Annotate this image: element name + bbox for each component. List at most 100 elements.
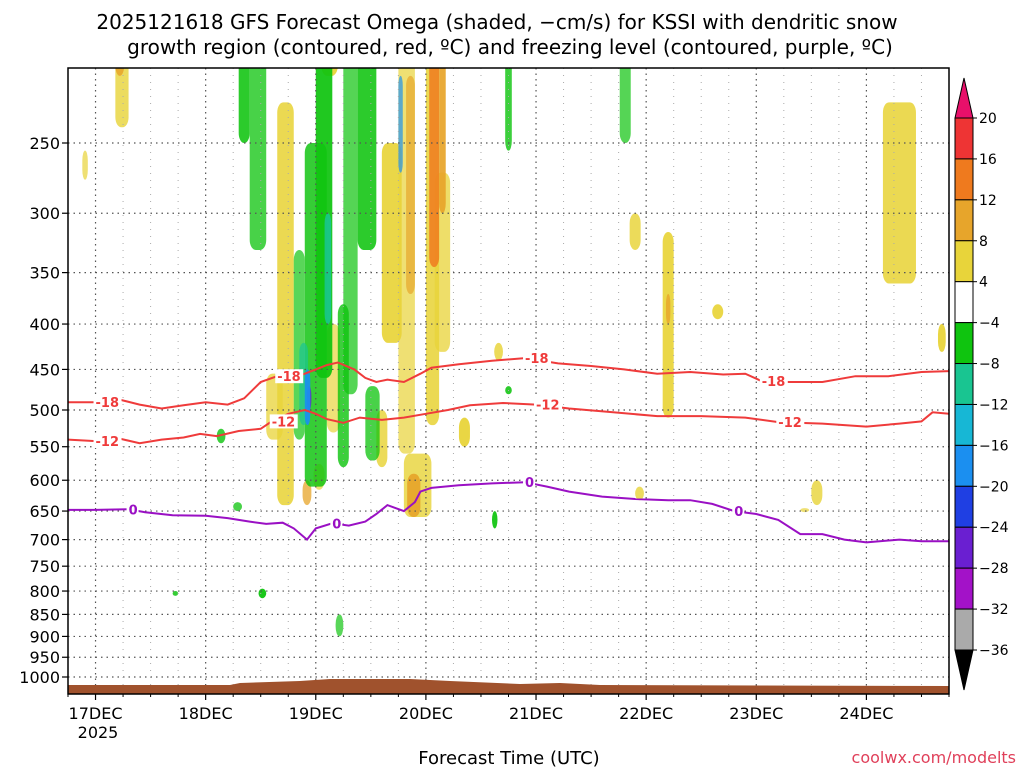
colorbar-top-triangle xyxy=(954,77,974,119)
colorbar-box xyxy=(954,403,974,446)
omega-blob xyxy=(357,68,377,250)
x-tick-label: 23DEC xyxy=(729,704,783,723)
contour-label: -12 xyxy=(778,416,802,431)
omega-blob xyxy=(635,486,644,501)
omega-blob xyxy=(494,342,503,361)
omega-blob xyxy=(398,75,403,173)
contour-line xyxy=(68,481,949,544)
contour-line xyxy=(68,401,949,445)
colorbar-box xyxy=(954,363,974,405)
colorbar: 20 16 12 8 4 −4 −8 −12 −16 −20 −24 −28 −32 −36 xyxy=(954,77,1009,691)
contour-label: -18 xyxy=(762,375,786,390)
y-tick-label: 700 xyxy=(29,531,60,550)
colorbar-label: −16 xyxy=(979,438,1009,454)
contour-label: -12 xyxy=(96,435,120,450)
colorbar-box xyxy=(954,240,974,283)
omega-blob xyxy=(365,386,380,461)
contour-label: -18 xyxy=(277,370,301,385)
contour-label-bg xyxy=(330,516,343,531)
chart-title-line1: 2025121618 GFS Forecast Omega (shaded, −… xyxy=(96,10,897,34)
omega-blob xyxy=(324,213,332,325)
y-tick-label: 600 xyxy=(29,471,60,490)
omega-blob xyxy=(115,68,125,76)
contour-label-bg xyxy=(776,415,805,430)
colorbar-box xyxy=(954,608,974,651)
omega-blob xyxy=(937,324,946,352)
y-tick-label: 400 xyxy=(29,315,60,334)
colorbar-box xyxy=(954,199,974,242)
y-tick-label: 300 xyxy=(29,204,60,223)
x-axis-label: Forecast Time (UTC) xyxy=(418,748,599,768)
contour-label-bg xyxy=(732,504,745,519)
contour-label-bg xyxy=(93,434,122,449)
omega-blob xyxy=(800,508,810,513)
omega-blob xyxy=(258,588,267,599)
y-tick-label: 750 xyxy=(29,557,60,576)
omega-blob xyxy=(82,150,88,180)
colorbar-label: −8 xyxy=(979,357,1000,373)
y-tick-label: 250 xyxy=(29,134,60,153)
omega-blob xyxy=(458,417,470,447)
contour-label-bg xyxy=(275,369,304,384)
omega-shading xyxy=(82,68,946,637)
omega-blob xyxy=(712,304,724,320)
omega-blob xyxy=(882,102,916,284)
contour-label: -18 xyxy=(525,352,549,367)
colorbar-label: −32 xyxy=(979,602,1009,618)
omega-blob xyxy=(662,232,674,418)
omega-blob xyxy=(249,68,267,250)
colorbar-bottom-triangle xyxy=(954,649,974,691)
colorbar-label: −36 xyxy=(979,643,1009,659)
contour-label: 0 xyxy=(734,505,743,520)
contour-label: 0 xyxy=(129,503,138,518)
x-tick-label: 17DEC xyxy=(69,704,123,723)
contour-label-bg xyxy=(523,351,552,366)
x-tick-label: 22DEC xyxy=(619,704,673,723)
colorbar-label: 12 xyxy=(979,193,997,209)
omega-blob xyxy=(505,68,512,151)
omega-blob xyxy=(619,68,631,143)
colorbar-label: −4 xyxy=(979,316,1000,332)
omega-blob xyxy=(233,502,242,512)
omega-blob xyxy=(406,75,415,295)
x-tick-year: 2025 xyxy=(78,723,119,742)
plot-area: -18 -18 -18 -18 -12 -12 -12 -12 0 0 0 0 xyxy=(67,67,950,695)
contour-label: -12 xyxy=(536,399,560,414)
y-tick-label: 900 xyxy=(29,627,60,646)
contour-label-bg xyxy=(523,475,536,490)
ground-surface xyxy=(68,679,949,694)
colorbar-box xyxy=(954,322,974,365)
colorbar-box xyxy=(954,526,974,569)
y-tick-label: 350 xyxy=(29,264,60,283)
omega-blob xyxy=(381,143,402,343)
colorbar-box xyxy=(954,158,974,201)
x-tick-label: 21DEC xyxy=(509,704,563,723)
y-tick-label: 850 xyxy=(29,605,60,624)
omega-blob xyxy=(172,591,179,596)
omega-blob xyxy=(429,68,440,268)
contour-line xyxy=(68,357,949,410)
contour-lines: -18 -18 -18 -18 -12 -12 -12 -12 0 0 0 0 xyxy=(68,351,949,544)
omega-blob xyxy=(335,614,344,637)
grid-lines xyxy=(68,68,949,694)
y-tick-label: 800 xyxy=(29,582,60,601)
contour-label: -18 xyxy=(96,396,120,411)
omega-blob xyxy=(343,68,358,395)
y-tick-label: 450 xyxy=(29,360,60,379)
colorbar-label: 8 xyxy=(979,234,988,250)
omega-blob xyxy=(491,511,498,529)
colorbar-label: 16 xyxy=(979,152,997,168)
contour-label-bg xyxy=(93,395,122,410)
x-tick-label: 18DEC xyxy=(179,704,233,723)
omega-blob xyxy=(302,480,312,506)
y-tick-label: 550 xyxy=(29,438,60,457)
contour-label: 0 xyxy=(525,476,534,491)
chart-title-line2: growth region (contoured, red, ºC) and f… xyxy=(127,35,893,59)
contour-label-bg xyxy=(269,414,298,429)
x-tick-label: 24DEC xyxy=(839,704,893,723)
y-tick-label: 650 xyxy=(29,502,60,521)
colorbar-label: 4 xyxy=(979,275,988,291)
contour-label-bg xyxy=(759,374,788,389)
colorbar-box xyxy=(954,281,974,324)
x-axis-ticks: 17DEC 18DEC 19DEC 20DEC 21DEC 22DEC 23DEC 24DEC xyxy=(67,694,950,723)
